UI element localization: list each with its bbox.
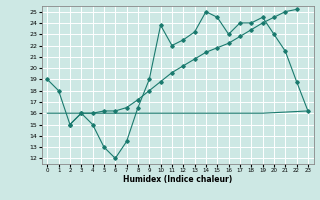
X-axis label: Humidex (Indice chaleur): Humidex (Indice chaleur) (123, 175, 232, 184)
